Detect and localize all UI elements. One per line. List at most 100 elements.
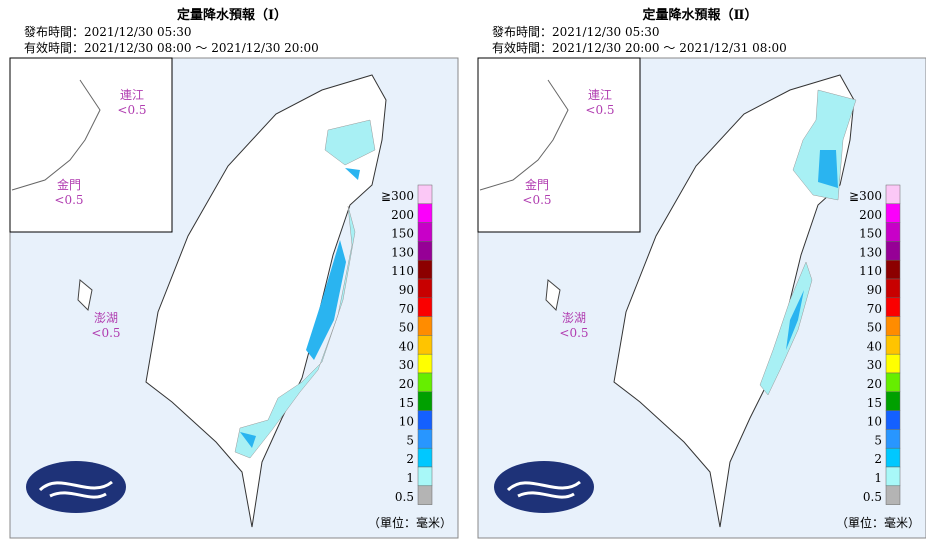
mainland-coast	[479, 79, 569, 191]
island-amount: <0.5	[117, 103, 146, 117]
legend-label: 90	[399, 283, 414, 297]
island-name: 澎湖	[94, 310, 118, 325]
legend-label: 10	[867, 415, 882, 429]
issued-time: 發布時間：2021/12/30 05:30	[492, 24, 660, 39]
legend-swatch	[885, 372, 901, 393]
legend-label: 30	[399, 358, 414, 372]
rain-moderate	[240, 168, 360, 448]
legend-label: 70	[399, 302, 414, 316]
island-amount: <0.5	[585, 103, 614, 117]
island-amount: <0.5	[54, 193, 83, 207]
legend-label: 130	[859, 245, 882, 259]
legend-swatch	[885, 259, 901, 280]
penghu	[545, 279, 561, 312]
legend-swatch	[417, 316, 433, 336]
legend-label: 90	[867, 283, 882, 297]
island-name: 金門	[57, 177, 81, 192]
legend-swatch	[885, 466, 901, 487]
agency-logo	[26, 461, 126, 513]
legend-swatch	[417, 259, 433, 280]
panel-title: 定量降水預報（Ⅱ）	[642, 7, 758, 23]
legend-label: 200	[859, 208, 882, 222]
rain-moderate	[786, 150, 838, 350]
legend-label: 50	[867, 321, 882, 335]
legend-swatch	[885, 316, 901, 336]
legend-label: 5	[406, 433, 414, 447]
legend-swatch	[417, 391, 433, 411]
legend-swatch	[417, 184, 433, 205]
legend-label: 20	[399, 377, 414, 391]
penghu	[77, 279, 93, 312]
legend-swatch	[417, 241, 433, 261]
legend-swatch	[417, 410, 433, 430]
legend-swatch	[417, 372, 433, 393]
panel: 定量降水預報（Ⅱ）發布時間：2021/12/30 05:30有效時間：2021/…	[477, 7, 926, 539]
island-amount: <0.5	[91, 326, 120, 340]
legend-swatch	[417, 485, 433, 505]
island-amount: <0.5	[559, 326, 588, 340]
legend-label: 10	[399, 415, 414, 429]
legend-swatch	[417, 353, 433, 374]
island-name: 澎湖	[562, 310, 586, 325]
inset-frame	[477, 57, 641, 233]
unit-label: （單位：毫米）	[836, 515, 920, 530]
legend-label: 1	[874, 471, 882, 485]
island-amount: <0.5	[522, 193, 551, 207]
legend-swatch	[417, 429, 433, 449]
issued-time: 發布時間：2021/12/30 05:30	[24, 24, 192, 39]
legend-label: ≧300	[849, 189, 882, 203]
legend-swatch	[417, 466, 433, 487]
legend-swatch	[885, 447, 901, 468]
legend-swatch	[417, 335, 433, 355]
legend-swatch	[885, 485, 901, 505]
legend-swatch	[417, 278, 433, 299]
logo-swirl	[38, 480, 113, 499]
unit-label: （單位：毫米）	[368, 515, 452, 530]
valid-time: 有效時間：2021/12/30 08:00 ～ 2021/12/30 20:00	[24, 40, 319, 55]
legend-swatch	[885, 391, 901, 411]
legend-label: 0.5	[863, 490, 882, 504]
legend-label: 20	[867, 377, 882, 391]
legend-swatch	[417, 203, 433, 223]
island-name: 連江	[588, 88, 612, 102]
legend-label: 150	[859, 227, 882, 241]
legend-swatch	[885, 222, 901, 242]
legend-label: ≧300	[381, 189, 414, 203]
legend-swatch	[885, 429, 901, 449]
island-name: 連江	[120, 88, 144, 102]
legend-label: 150	[391, 227, 414, 241]
legend-swatch	[885, 297, 901, 317]
legend-label: 40	[867, 339, 882, 353]
legend-swatch	[417, 297, 433, 317]
legend-label: 2	[406, 452, 414, 466]
inset-frame	[9, 57, 173, 233]
panel-title: 定量降水預報（Ⅰ）	[176, 7, 287, 23]
legend-label: 2	[874, 452, 882, 466]
island-name: 金門	[525, 177, 549, 192]
legend-label: 70	[867, 302, 882, 316]
legend-label: 15	[399, 396, 414, 410]
legend-swatch	[885, 353, 901, 374]
taiwan	[145, 74, 387, 528]
legend-swatch	[885, 335, 901, 355]
legend-swatch	[885, 241, 901, 261]
legend-label: 110	[391, 264, 414, 278]
legend-label: 15	[867, 396, 882, 410]
legend-label: 50	[399, 321, 414, 335]
legend-label: 110	[859, 264, 882, 278]
legend-swatch	[885, 184, 901, 205]
legend-label: 1	[406, 471, 414, 485]
logo-swirl	[506, 480, 581, 499]
panel: 定量降水預報（Ⅰ）發布時間：2021/12/30 05:30有效時間：2021/…	[9, 7, 459, 539]
mainland-coast	[11, 79, 101, 191]
legend-label: 40	[399, 339, 414, 353]
legend-label: 30	[867, 358, 882, 372]
legend-label: 200	[391, 208, 414, 222]
legend-swatch	[885, 278, 901, 299]
legend-label: 5	[874, 433, 882, 447]
legend-swatch	[885, 410, 901, 430]
agency-logo	[494, 461, 594, 513]
valid-time: 有效時間：2021/12/30 20:00 ～ 2021/12/31 08:00	[492, 40, 787, 55]
legend-label: 130	[391, 245, 414, 259]
